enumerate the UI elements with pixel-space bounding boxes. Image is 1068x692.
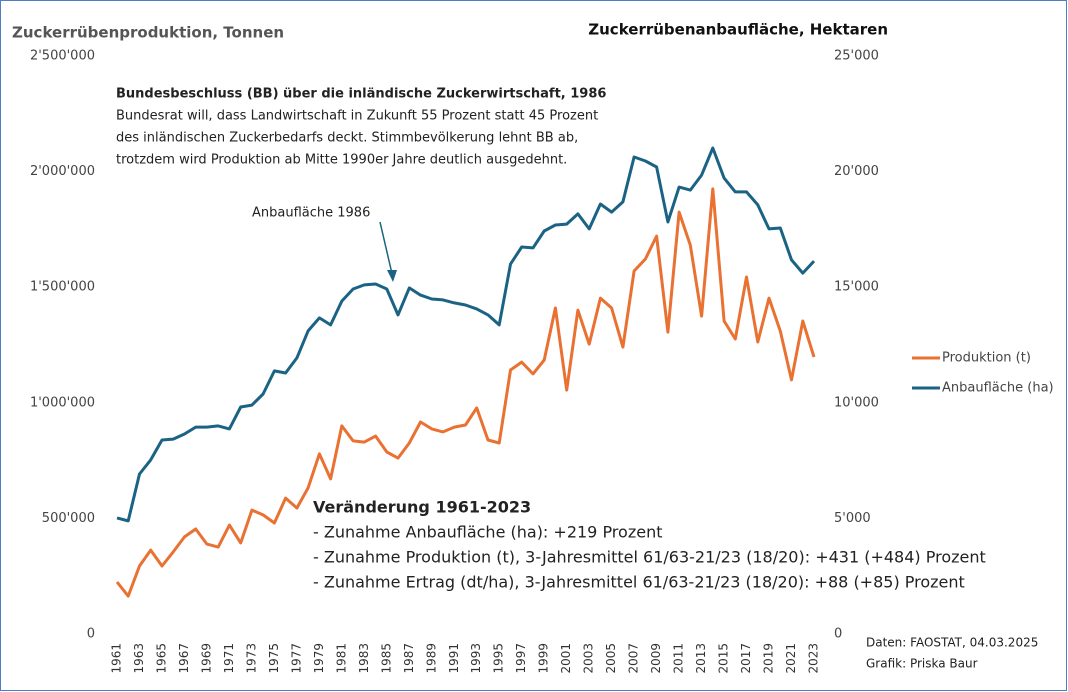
x-tick-label: 2013 xyxy=(694,643,708,674)
annotation-line: - Zunahme Ertrag (dt/ha), 3-Jahresmittel… xyxy=(313,573,965,592)
x-tick-label: 1965 xyxy=(154,643,168,674)
x-tick-label: 1993 xyxy=(469,643,483,674)
y2-tick-label: 0 xyxy=(834,627,842,642)
x-tick-label: 2007 xyxy=(627,643,641,674)
annotation-title: Veränderung 1961-2023 xyxy=(313,498,531,517)
y-tick-label: 0 xyxy=(87,627,95,642)
annotation-line: - Zunahme Produktion (t), 3-Jahresmittel… xyxy=(313,548,986,567)
x-tick-label: 1981 xyxy=(334,643,348,674)
x-tick-label: 1971 xyxy=(222,643,236,674)
y-tick-label: 1'500'000 xyxy=(30,280,95,295)
x-tick-label: 1991 xyxy=(447,643,461,674)
series-line xyxy=(116,146,816,523)
y-tick-label: 500'000 xyxy=(42,511,95,526)
source-note: Grafik: Priska Baur xyxy=(866,657,978,671)
x-tick-label: 2023 xyxy=(807,643,821,674)
x-tick-label: 1969 xyxy=(199,643,213,674)
legend-label: Produktion (t) xyxy=(942,351,1031,366)
x-tick-label: 2015 xyxy=(717,643,731,674)
x-tick-label: 1997 xyxy=(514,643,528,674)
y2-tick-label: 25'000 xyxy=(834,49,879,64)
series-line xyxy=(115,187,816,598)
x-tick-label: 1999 xyxy=(537,643,551,674)
x-tick-label: 1973 xyxy=(244,643,258,674)
y2-tick-label: 20'000 xyxy=(834,164,879,179)
annotation-line: des inländischen Zuckerbedarfs deckt. St… xyxy=(116,131,578,146)
x-tick-label: 2021 xyxy=(784,643,798,674)
x-tick-label: 2001 xyxy=(559,643,573,674)
x-tick-label: 1975 xyxy=(267,643,281,674)
y-tick-label: 2'500'000 xyxy=(30,49,95,64)
arrow-head xyxy=(387,270,397,282)
y-tick-label: 2'000'000 xyxy=(30,164,95,179)
x-tick-label: 2009 xyxy=(649,643,663,674)
x-tick-label: 1983 xyxy=(357,643,371,674)
x-tick-label: 1977 xyxy=(289,643,303,674)
x-tick-label: 1979 xyxy=(312,643,326,674)
annotation-arrow xyxy=(379,221,394,279)
y-tick-label: 1'000'000 xyxy=(30,395,95,410)
x-tick-label: 2003 xyxy=(582,643,596,674)
x-tick-label: 1967 xyxy=(177,643,191,674)
x-tick-label: 1961 xyxy=(110,643,124,674)
annotation-line: Bundesrat will, dass Landwirtschaft in Z… xyxy=(116,109,598,124)
y2-tick-label: 15'000 xyxy=(834,280,879,295)
x-tick-label: 2017 xyxy=(739,643,753,674)
y2-tick-label: 10'000 xyxy=(834,395,879,410)
x-tick-label: 1987 xyxy=(402,643,416,674)
source-note: Daten: FAOSTAT, 04.03.2025 xyxy=(866,636,1038,650)
legend-label: Anbaufläche (ha) xyxy=(942,381,1054,396)
annotation-title: Bundesbeschluss (BB) über die inländisch… xyxy=(116,87,606,102)
annotation-label: Anbaufläche 1986 xyxy=(252,206,370,221)
x-tick-label: 2019 xyxy=(762,643,776,674)
x-tick-label: 1985 xyxy=(379,643,393,674)
x-tick-label: 2005 xyxy=(604,643,618,674)
x-tick-label: 1995 xyxy=(492,643,506,674)
annotation-line: trotzdem wird Produktion ab Mitte 1990er… xyxy=(116,153,567,168)
y2-axis-label: Zuckerrübenanbaufläche, Hektaren xyxy=(588,21,888,39)
annotation-line: - Zunahme Anbaufläche (ha): +219 Prozent xyxy=(313,523,662,542)
y2-tick-label: 5'000 xyxy=(834,511,871,526)
x-tick-label: 2011 xyxy=(672,643,686,674)
x-tick-label: 1963 xyxy=(132,643,146,674)
y-axis-label: Zuckerrübenproduktion, Tonnen xyxy=(12,24,284,42)
x-tick-label: 1989 xyxy=(424,643,438,674)
